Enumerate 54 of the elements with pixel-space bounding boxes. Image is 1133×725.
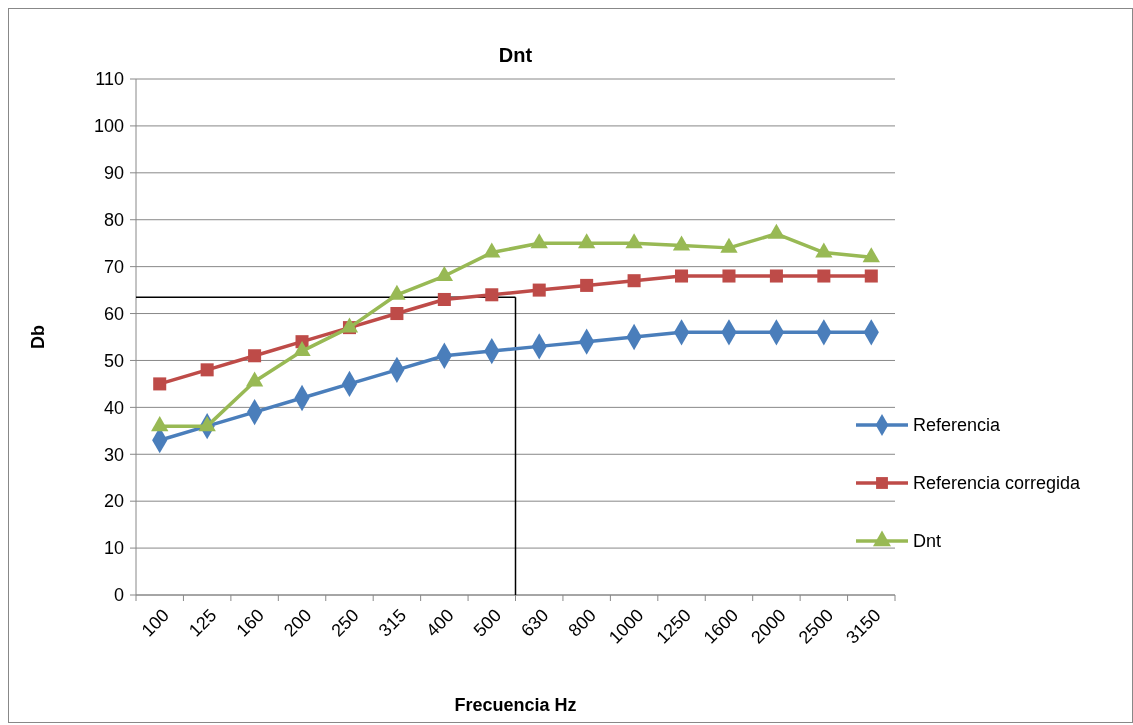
- point: [248, 349, 262, 363]
- point: [530, 233, 548, 249]
- x-tick-label: 400: [422, 605, 458, 641]
- y-tick-label: 80: [103, 210, 124, 231]
- x-tick-label: 500: [469, 605, 506, 641]
- y-tick-label: 40: [103, 397, 124, 418]
- point: [864, 269, 878, 283]
- point: [675, 269, 689, 283]
- x-tick-label: 100: [137, 605, 173, 641]
- legend-label: Dnt: [913, 531, 942, 552]
- point: [200, 363, 214, 377]
- point: [862, 247, 880, 263]
- y-tick-label: 100: [93, 116, 124, 137]
- point: [293, 341, 311, 357]
- point: [390, 307, 404, 321]
- x-tick-label: 630: [517, 605, 553, 641]
- y-tick-label: 10: [103, 538, 124, 559]
- point: [672, 235, 691, 251]
- x-tick-label: 125: [185, 605, 221, 641]
- y-tick-label: 20: [103, 491, 124, 512]
- x-tick-label: 800: [564, 605, 600, 641]
- point: [815, 242, 833, 258]
- point: [767, 223, 786, 239]
- x-tick-label: 160: [232, 605, 268, 641]
- point: [435, 266, 454, 282]
- point: [483, 242, 501, 258]
- point: [153, 377, 167, 391]
- point: [627, 274, 641, 288]
- y-tick-label: 0: [113, 585, 124, 606]
- legend-label: Referencia corregida: [913, 473, 1082, 494]
- y-tick-label: 60: [103, 303, 124, 324]
- point: [485, 288, 499, 302]
- x-tick-label: 315: [374, 605, 411, 641]
- point: [769, 269, 783, 283]
- y-tick-label: 70: [103, 256, 124, 277]
- point: [437, 292, 451, 306]
- legend-label: Referencia: [913, 415, 1002, 436]
- point: [720, 237, 738, 253]
- y-tick-label: 90: [103, 163, 124, 184]
- point: [625, 233, 643, 249]
- point: [580, 278, 594, 292]
- point: [532, 283, 546, 297]
- y-tick-label: 30: [103, 444, 124, 465]
- y-tick-label: 50: [103, 350, 124, 371]
- x-axis-title: Frecuencia Hz: [454, 695, 577, 715]
- point: [817, 269, 831, 283]
- point: [722, 269, 736, 283]
- point: [577, 233, 596, 249]
- y-axis-title: Db: [28, 325, 48, 349]
- x-tick-label: 200: [279, 605, 316, 641]
- x-tick-label: 250: [327, 605, 363, 641]
- y-tick-label: 110: [95, 69, 124, 90]
- point: [388, 284, 406, 300]
- chart-title: Dnt: [498, 44, 533, 66]
